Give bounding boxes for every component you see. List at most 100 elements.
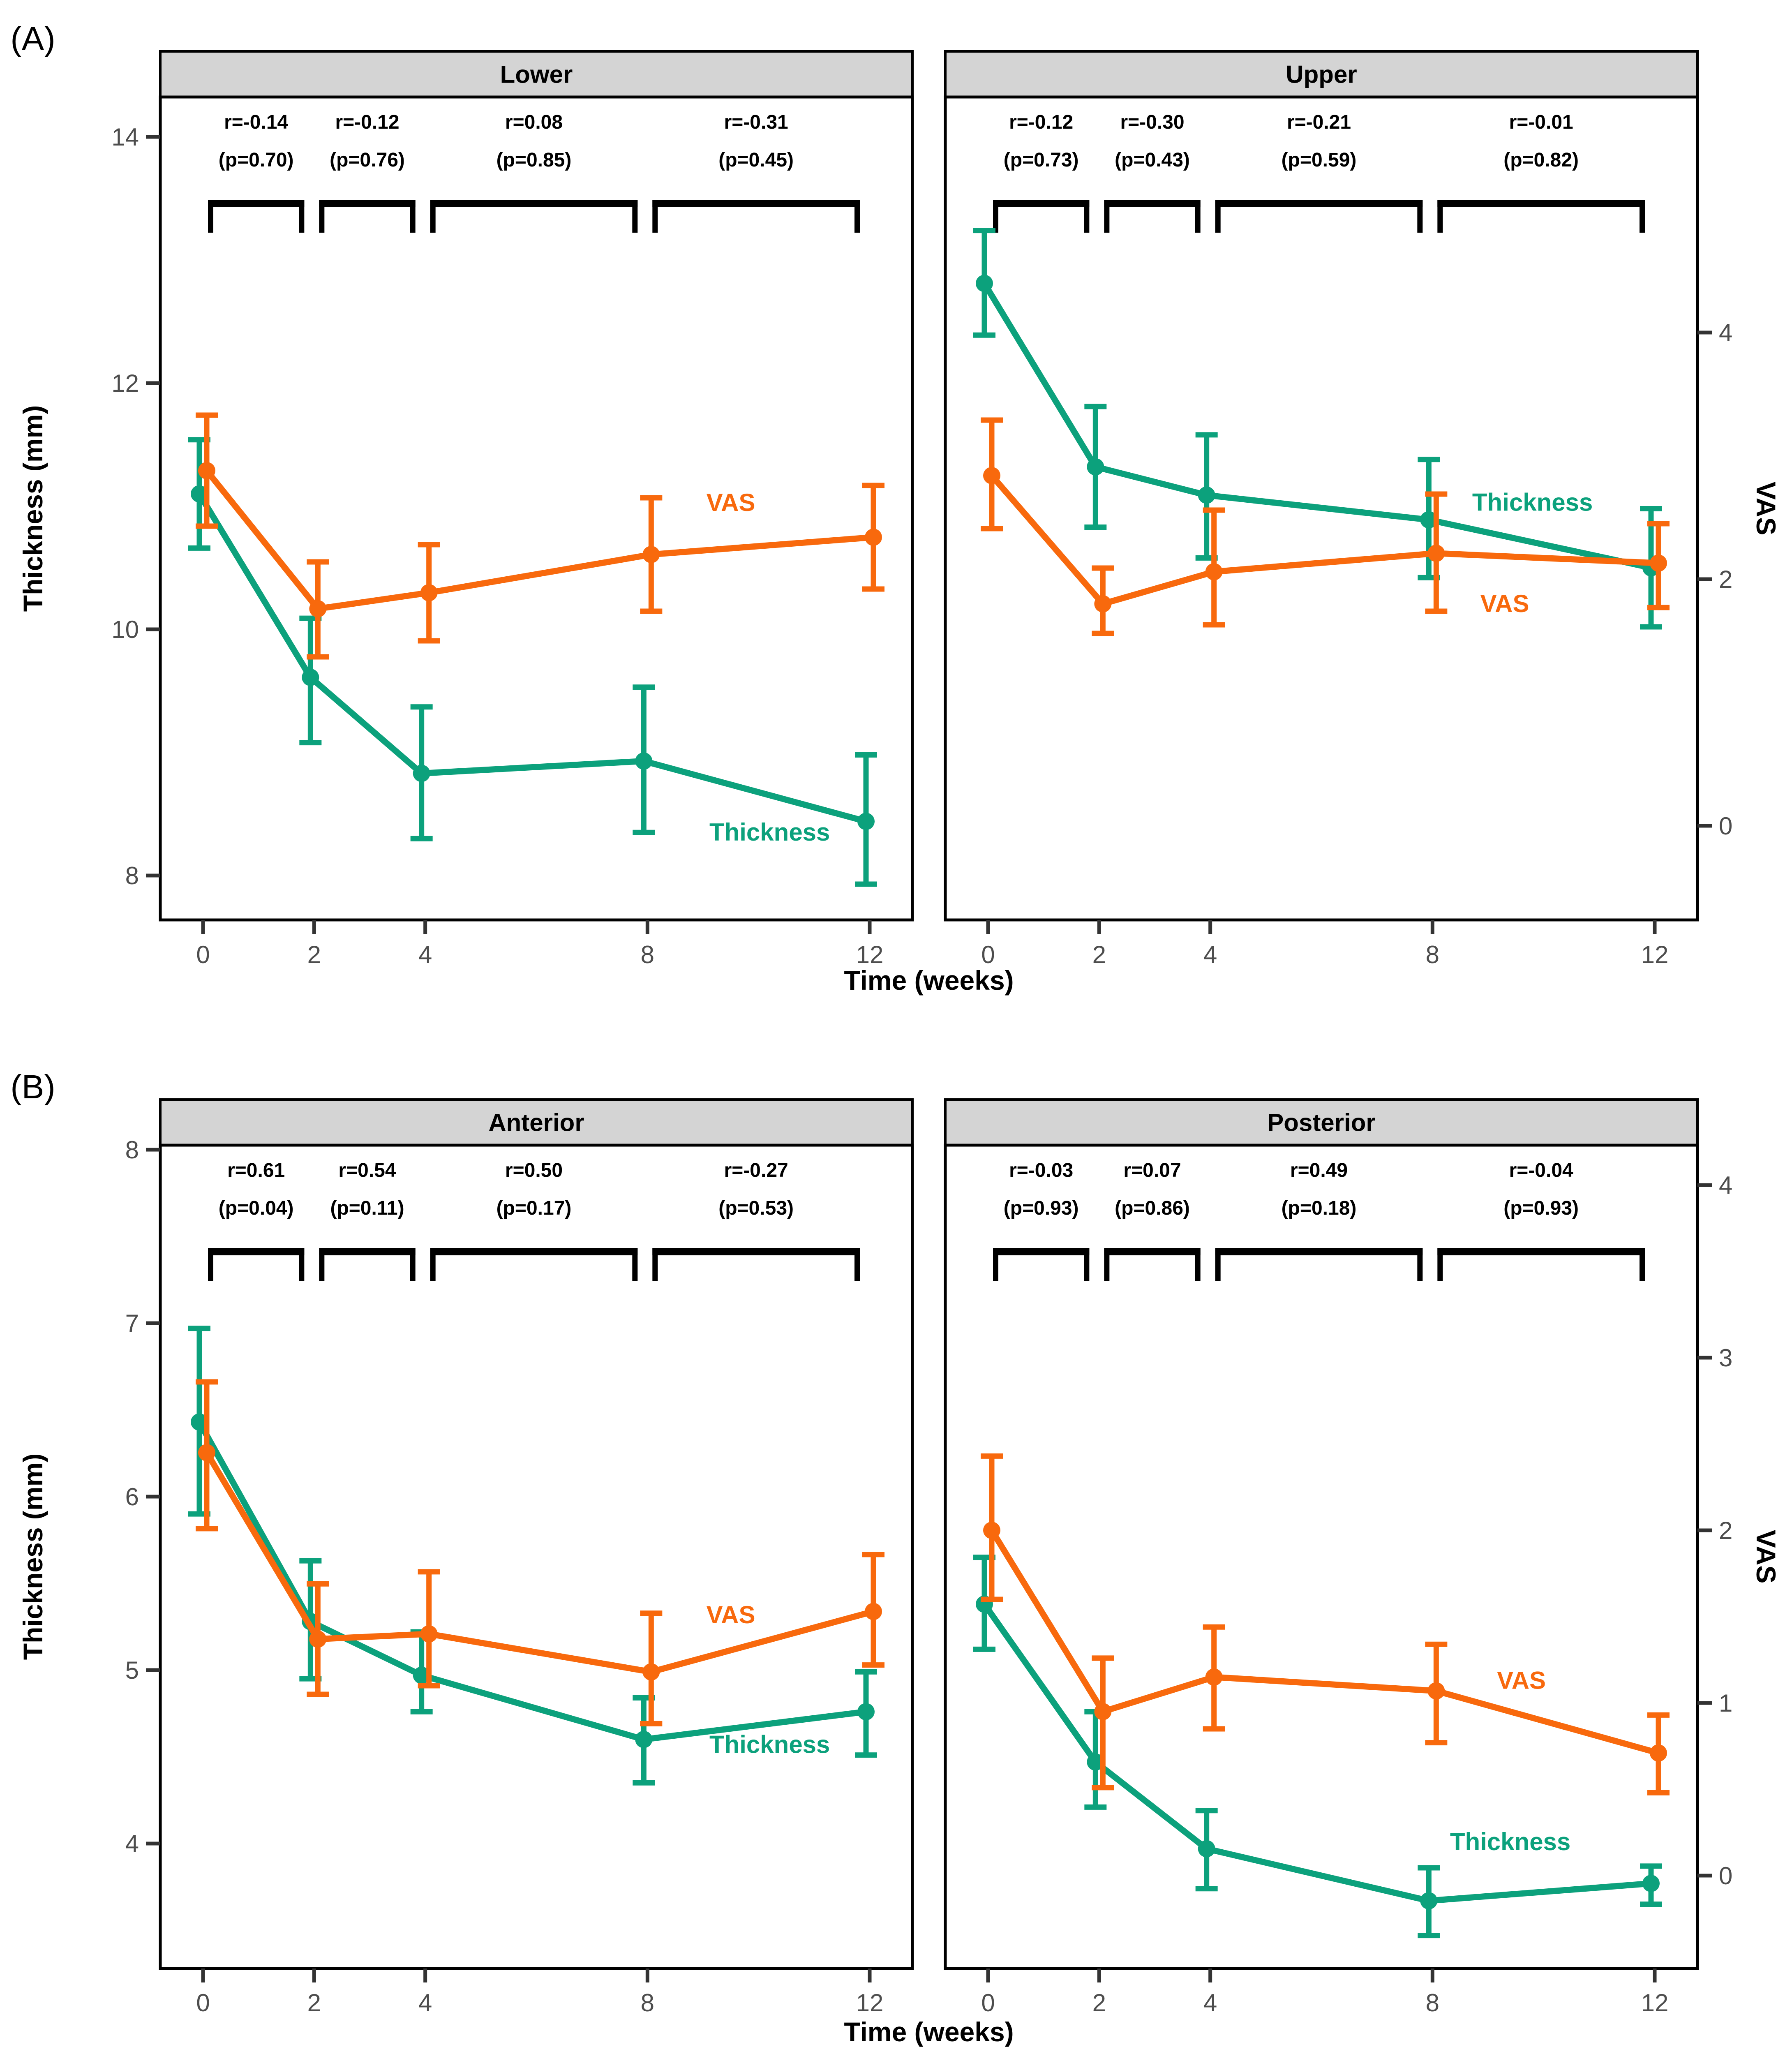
correlation-p-lower: (p=0.76) bbox=[330, 149, 405, 171]
correlation-r-anterior: r=0.54 bbox=[338, 1160, 396, 1181]
right-tick-label: 1 bbox=[1719, 1689, 1732, 1717]
upper-thickness-point bbox=[1420, 511, 1438, 529]
correlation-p-anterior: (p=0.17) bbox=[496, 1197, 572, 1219]
bracket-end-anterior bbox=[319, 1248, 325, 1281]
lower-vas-point bbox=[198, 462, 215, 479]
lower-thickness-point bbox=[857, 813, 875, 830]
panel-b-x-axis-title: Time (weeks) bbox=[844, 2017, 1014, 2047]
right-tick-label: 4 bbox=[1719, 1171, 1732, 1199]
facet-strip-lower bbox=[159, 50, 914, 98]
bracket-bar-lower bbox=[430, 200, 638, 207]
posterior-thickness-point bbox=[1198, 1840, 1215, 1858]
x-tick-label-upper: 12 bbox=[1641, 941, 1669, 968]
upper-vas-point bbox=[983, 467, 1000, 484]
bracket-end-posterior bbox=[1104, 1248, 1110, 1281]
facet-strip-posterior bbox=[944, 1098, 1699, 1146]
lower-thickness-point bbox=[413, 765, 430, 782]
bracket-end-lower bbox=[854, 200, 860, 233]
lower-vas-point bbox=[642, 546, 660, 563]
correlation-p-upper: (p=0.82) bbox=[1503, 149, 1579, 171]
upper-vas-point bbox=[1427, 545, 1445, 562]
anterior-vas-point bbox=[865, 1603, 882, 1620]
bracket-end-upper bbox=[1104, 200, 1110, 233]
correlation-r-lower: r=-0.31 bbox=[724, 111, 788, 133]
bracket-end-upper bbox=[1195, 200, 1201, 233]
correlation-r-upper: r=-0.01 bbox=[1509, 111, 1573, 133]
upper-vas-series-label: VAS bbox=[1480, 590, 1529, 617]
correlation-r-lower: r=0.08 bbox=[505, 111, 563, 133]
bracket-bar-upper bbox=[1437, 200, 1645, 207]
anterior-thickness-series-label: Thickness bbox=[709, 1731, 830, 1758]
upper-thickness-point bbox=[1087, 458, 1104, 476]
anterior-vas-point bbox=[198, 1444, 215, 1462]
bracket-bar-upper bbox=[1215, 200, 1423, 207]
lower-vas-point bbox=[309, 600, 327, 617]
posterior-vas-point bbox=[1094, 1703, 1112, 1721]
panel-a-right-axis-title: VAS bbox=[1751, 481, 1781, 536]
bracket-bar-posterior bbox=[993, 1248, 1090, 1255]
correlation-r-anterior: r=0.61 bbox=[227, 1160, 285, 1181]
x-tick-label-lower: 2 bbox=[307, 941, 321, 968]
panel-b-left-axis-title: Thickness (mm) bbox=[18, 1453, 48, 1660]
correlation-p-upper: (p=0.43) bbox=[1115, 149, 1190, 171]
bracket-bar-posterior bbox=[1215, 1248, 1423, 1255]
correlation-r-posterior: r=-0.03 bbox=[1009, 1160, 1073, 1181]
lower-thickness-point bbox=[302, 668, 319, 686]
left-tick-label: 14 bbox=[111, 123, 139, 151]
bracket-bar-lower bbox=[208, 200, 305, 207]
bracket-end-lower bbox=[208, 200, 213, 233]
posterior-vas-point bbox=[1427, 1682, 1445, 1700]
bracket-bar-posterior bbox=[1437, 1248, 1645, 1255]
bracket-bar-anterior bbox=[319, 1248, 416, 1255]
posterior-vas-point bbox=[1650, 1744, 1667, 1762]
x-tick-label-anterior: 2 bbox=[307, 1989, 321, 2017]
bracket-bar-posterior bbox=[1104, 1248, 1201, 1255]
bracket-end-anterior bbox=[299, 1248, 305, 1281]
x-tick-label-lower: 8 bbox=[641, 941, 654, 968]
left-tick-label: 10 bbox=[111, 616, 139, 643]
bracket-end-upper bbox=[1640, 200, 1645, 233]
upper-thickness-point bbox=[976, 275, 993, 292]
left-tick-label: 12 bbox=[111, 370, 139, 397]
upper-vas-point bbox=[1094, 595, 1112, 612]
right-tick-label: 0 bbox=[1719, 1862, 1732, 1890]
lower-vas-series-label: VAS bbox=[707, 489, 755, 516]
bracket-end-upper bbox=[1437, 200, 1443, 233]
correlation-r-posterior: r=0.49 bbox=[1290, 1160, 1348, 1181]
posterior-vas-point bbox=[1205, 1668, 1223, 1686]
right-tick-label: 2 bbox=[1719, 566, 1732, 593]
correlation-p-posterior: (p=0.93) bbox=[1503, 1197, 1579, 1219]
lower-thickness-point bbox=[635, 752, 653, 770]
panel-a-left-axis-title: Thickness (mm) bbox=[18, 405, 48, 612]
left-tick-label: 6 bbox=[125, 1483, 139, 1511]
panel-a-letter: (A) bbox=[10, 20, 55, 58]
correlation-r-posterior: r=0.07 bbox=[1123, 1160, 1181, 1181]
bracket-end-lower bbox=[652, 200, 658, 233]
panel-box-posterior bbox=[944, 1144, 1699, 1970]
correlation-p-lower: (p=0.70) bbox=[219, 149, 294, 171]
bracket-end-upper bbox=[993, 200, 998, 233]
bracket-end-lower bbox=[632, 200, 638, 233]
bracket-end-posterior bbox=[1084, 1248, 1090, 1281]
x-tick-label-upper: 4 bbox=[1203, 941, 1217, 968]
correlation-r-upper: r=-0.12 bbox=[1009, 111, 1073, 133]
lower-thickness-series-label: Thickness bbox=[709, 818, 830, 846]
upper-thickness-series-label: Thickness bbox=[1472, 489, 1593, 516]
panel-box-lower bbox=[159, 95, 914, 922]
posterior-vas-series-label: VAS bbox=[1497, 1666, 1546, 1694]
correlation-p-anterior: (p=0.11) bbox=[330, 1197, 404, 1219]
correlation-r-anterior: r=0.50 bbox=[505, 1160, 563, 1181]
facet-strip-label-lower: Lower bbox=[500, 61, 573, 88]
upper-vas-point bbox=[1650, 555, 1667, 572]
lower-thickness-point bbox=[191, 485, 208, 503]
facet-strip-label-posterior: Posterior bbox=[1267, 1109, 1375, 1137]
panel-b-right-axis-title: VAS bbox=[1751, 1530, 1781, 1584]
bracket-bar-lower bbox=[319, 200, 416, 207]
bracket-end-upper bbox=[1084, 200, 1090, 233]
bracket-end-anterior bbox=[430, 1248, 436, 1281]
correlation-p-anterior: (p=0.04) bbox=[219, 1197, 294, 1219]
posterior-thickness-point bbox=[1642, 1875, 1660, 1892]
x-tick-label-anterior: 8 bbox=[641, 1989, 654, 2017]
bracket-end-lower bbox=[319, 200, 325, 233]
